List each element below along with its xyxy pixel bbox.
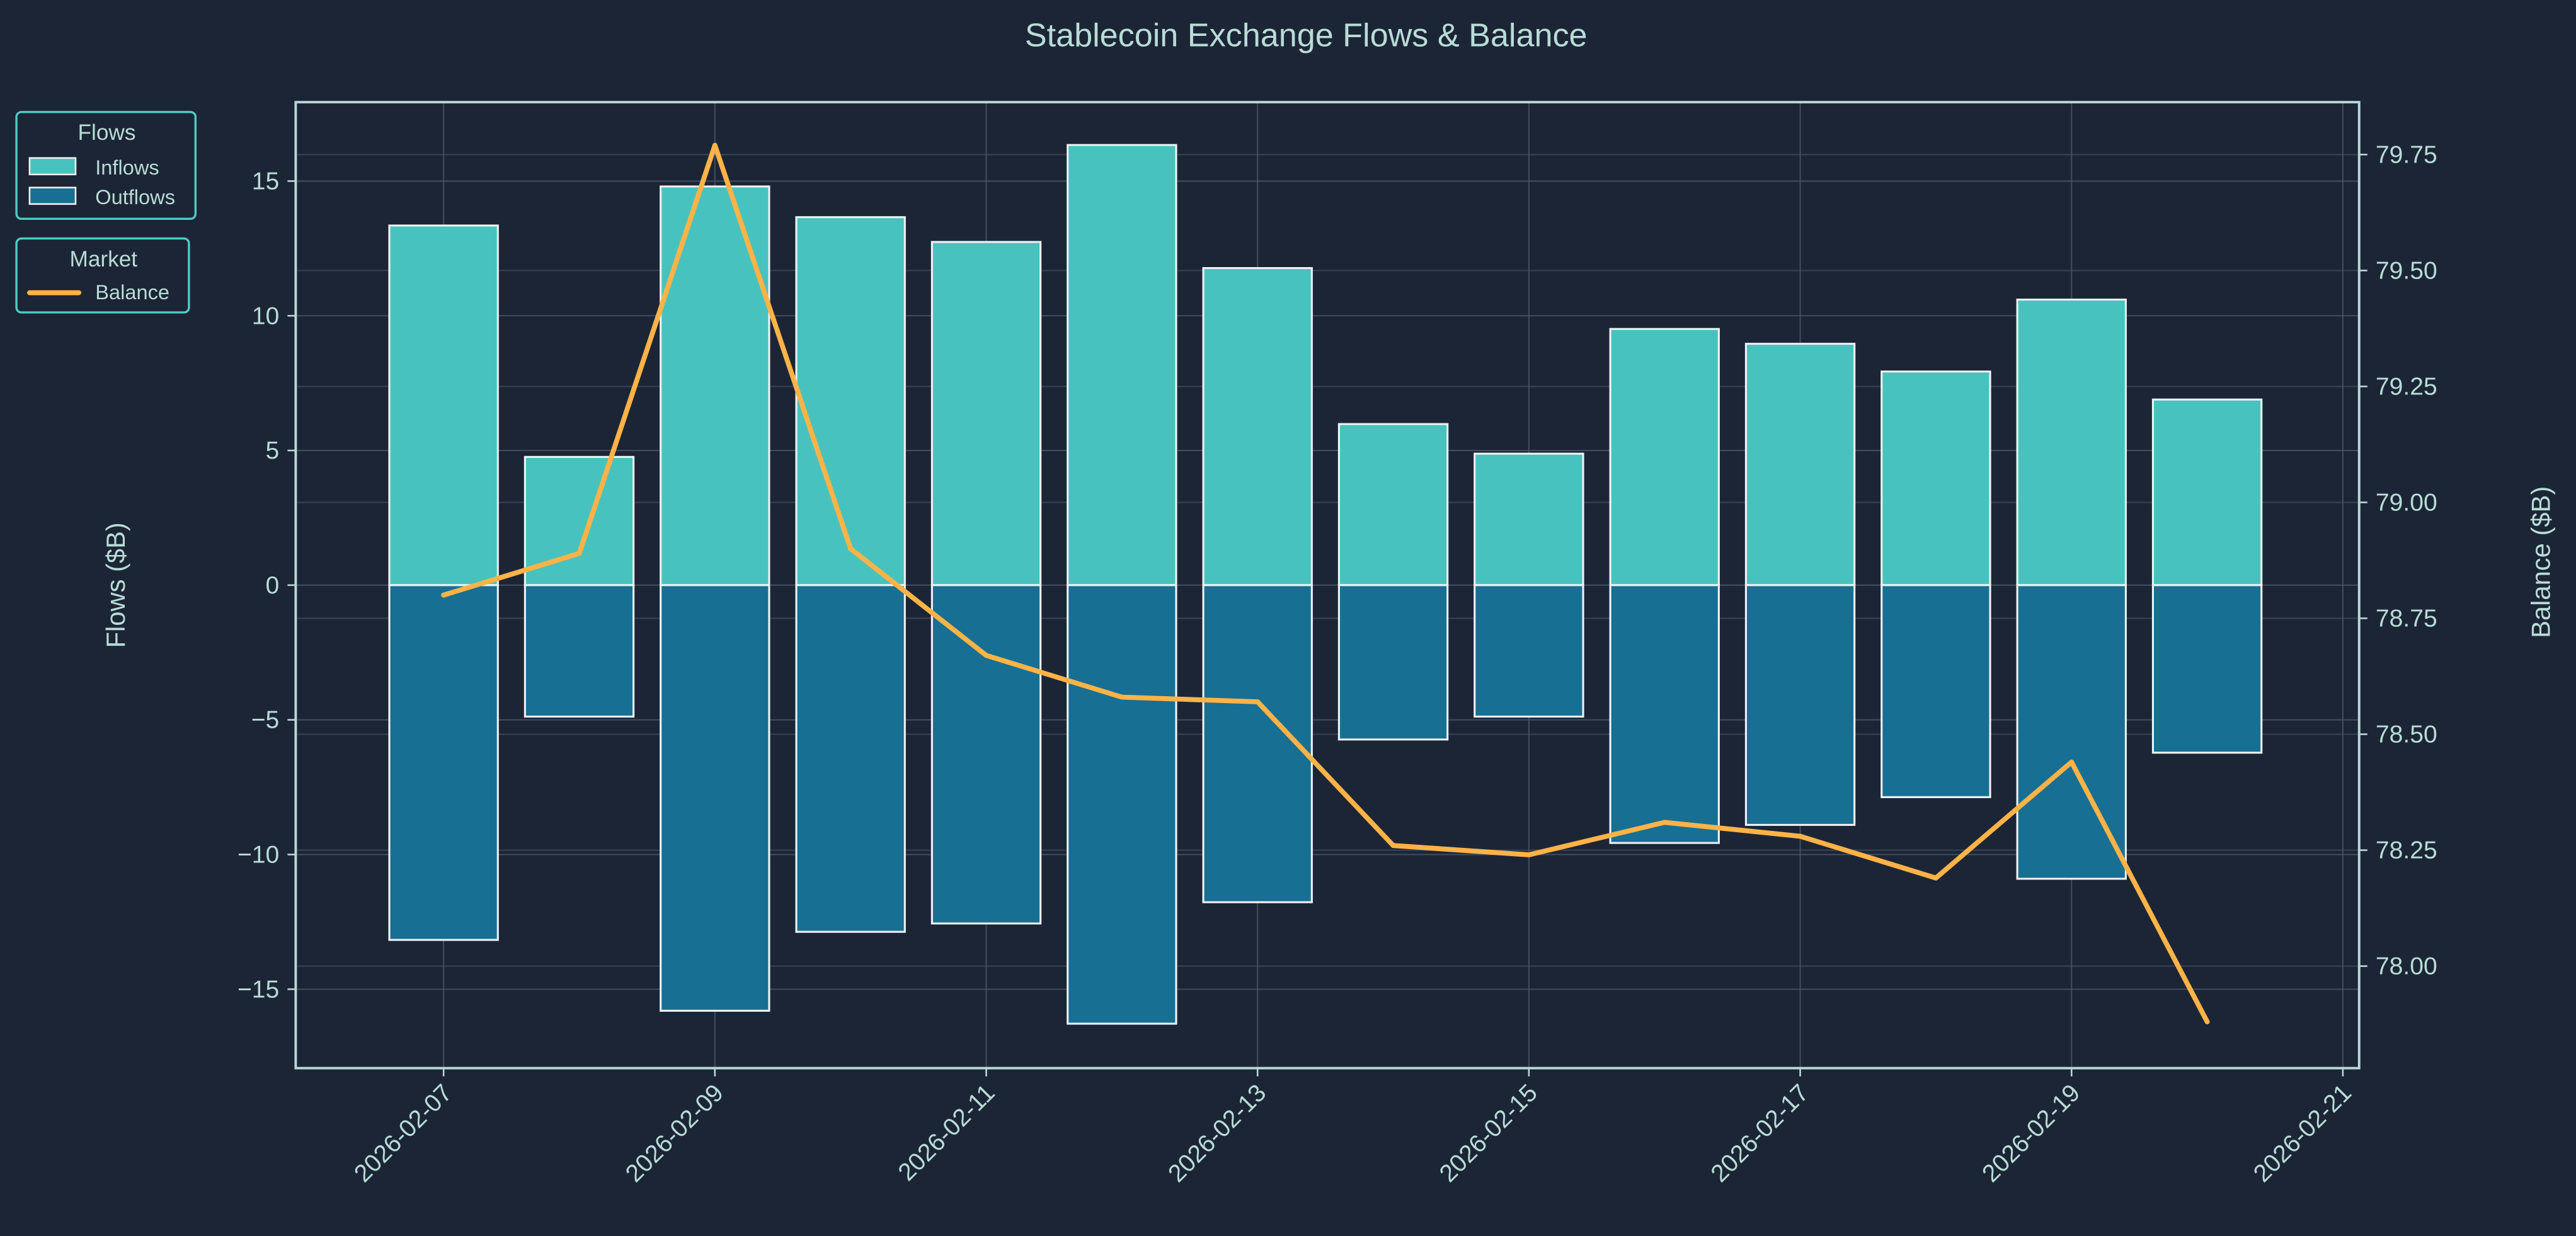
y2-tick-label: 79.75: [2376, 141, 2437, 168]
x-tick-label: 2026-02-07: [349, 1079, 457, 1187]
y2-tick-label: 78.50: [2376, 721, 2437, 748]
balance-point: [1662, 820, 1668, 825]
outflow-bar: [388, 584, 499, 941]
inflow-bar: [795, 216, 906, 587]
balance-point: [1933, 875, 1938, 881]
x-tick-label: 2026-02-21: [2248, 1079, 2357, 1187]
y-tick-label: 15: [252, 168, 280, 195]
outflow-bar: [660, 584, 770, 1012]
y-axis-label: Flows ($B): [101, 522, 130, 648]
grid: [295, 102, 2359, 1068]
outflow-bar: [1744, 584, 1856, 826]
legend-market-title: Market: [70, 247, 138, 272]
balance-point: [1119, 694, 1125, 700]
balance-point: [1526, 852, 1531, 857]
inflow-bar: [1474, 452, 1584, 587]
legend-outflows-swatch: [28, 186, 77, 205]
inflow-bar: [1067, 144, 1177, 587]
x-tick-label: 2026-02-15: [1434, 1079, 1543, 1187]
y2-tick-label: 79.50: [2376, 257, 2437, 284]
chart-title: Stablecoin Exchange Flows & Balance: [1025, 17, 1588, 54]
balance-point: [576, 551, 582, 556]
inflow-bar: [660, 185, 770, 587]
outflow-bar: [1337, 584, 1449, 741]
inflow-bar: [388, 224, 499, 587]
y-tick-label: 5: [266, 437, 280, 464]
y2-tick-label: 79.00: [2376, 489, 2437, 516]
inflow-bar: [930, 241, 1042, 587]
legend-inflows-swatch: [28, 157, 77, 176]
y2-tick-label: 78.25: [2376, 837, 2437, 864]
x-tick-label: 2026-02-09: [621, 1079, 729, 1187]
inflow-bar: [2016, 299, 2127, 587]
balance-point: [1255, 699, 1261, 704]
x-tick-label: 2026-02-13: [1163, 1079, 1271, 1187]
legend-market[interactable]: Market Balance: [15, 237, 190, 314]
y-tick-label: −5: [251, 707, 280, 734]
inflow-bar: [1202, 266, 1313, 587]
y-tick-label: −10: [238, 841, 279, 868]
bars: [388, 144, 2263, 1025]
balance-point: [712, 142, 718, 148]
balance-line-group: [441, 142, 2210, 1024]
legend-balance-label: Balance: [95, 280, 169, 304]
inflow-bar: [1744, 343, 1856, 587]
inflow-bar: [1337, 423, 1449, 587]
balance-line: [441, 142, 2210, 1024]
y2-tick-label: 78.00: [2376, 953, 2437, 980]
x-tick-label: 2026-02-19: [1977, 1079, 2085, 1187]
balance-point: [1390, 843, 1396, 849]
outflow-bar: [1474, 584, 1584, 718]
balance-point: [2204, 1019, 2210, 1024]
outflow-bar: [1609, 584, 1720, 844]
y2-tick-label: 78.75: [2376, 605, 2437, 632]
balance-point: [983, 653, 989, 658]
x-tick-label: 2026-02-17: [1706, 1079, 1814, 1187]
inflow-bar: [2151, 398, 2263, 587]
outflow-bar: [930, 584, 1042, 925]
outflow-bar: [2151, 584, 2263, 754]
balance-point: [848, 546, 854, 551]
balance-point: [2069, 759, 2075, 765]
y-axis-right: 78.00 78.25 78.50 78.75 79.00 79.25 79.50 79.75: [2359, 141, 2437, 980]
y2-axis-label: Balance ($B): [2526, 486, 2555, 638]
balance-point: [441, 592, 447, 598]
legend-flows[interactable]: Flows Inflows Outflows: [15, 111, 197, 220]
inflow-bar: [1880, 370, 1991, 587]
legend-outflows-label: Outflows: [95, 185, 175, 209]
outflow-bar: [795, 584, 906, 933]
outflow-bar: [1880, 584, 1991, 798]
x-axis: 2026-02-07 2026-02-09 2026-02-11 2026-02-13…: [349, 1068, 2357, 1187]
y-tick-label: 0: [266, 572, 280, 599]
outflow-bar: [524, 584, 635, 718]
y-axis-left: −15 −10 −5 0 5 10 15: [238, 168, 296, 1003]
inflow-bar: [1609, 328, 1720, 587]
balance-point: [1797, 833, 1803, 839]
x-tick-label: 2026-02-11: [893, 1079, 1000, 1186]
y2-tick-label: 79.25: [2376, 373, 2437, 400]
outflow-bar: [1067, 584, 1177, 1025]
legend-inflows-label: Inflows: [95, 156, 159, 179]
y-tick-label: −15: [238, 976, 279, 1003]
y-tick-label: 10: [252, 302, 280, 329]
legend-flows-title: Flows: [78, 120, 136, 145]
